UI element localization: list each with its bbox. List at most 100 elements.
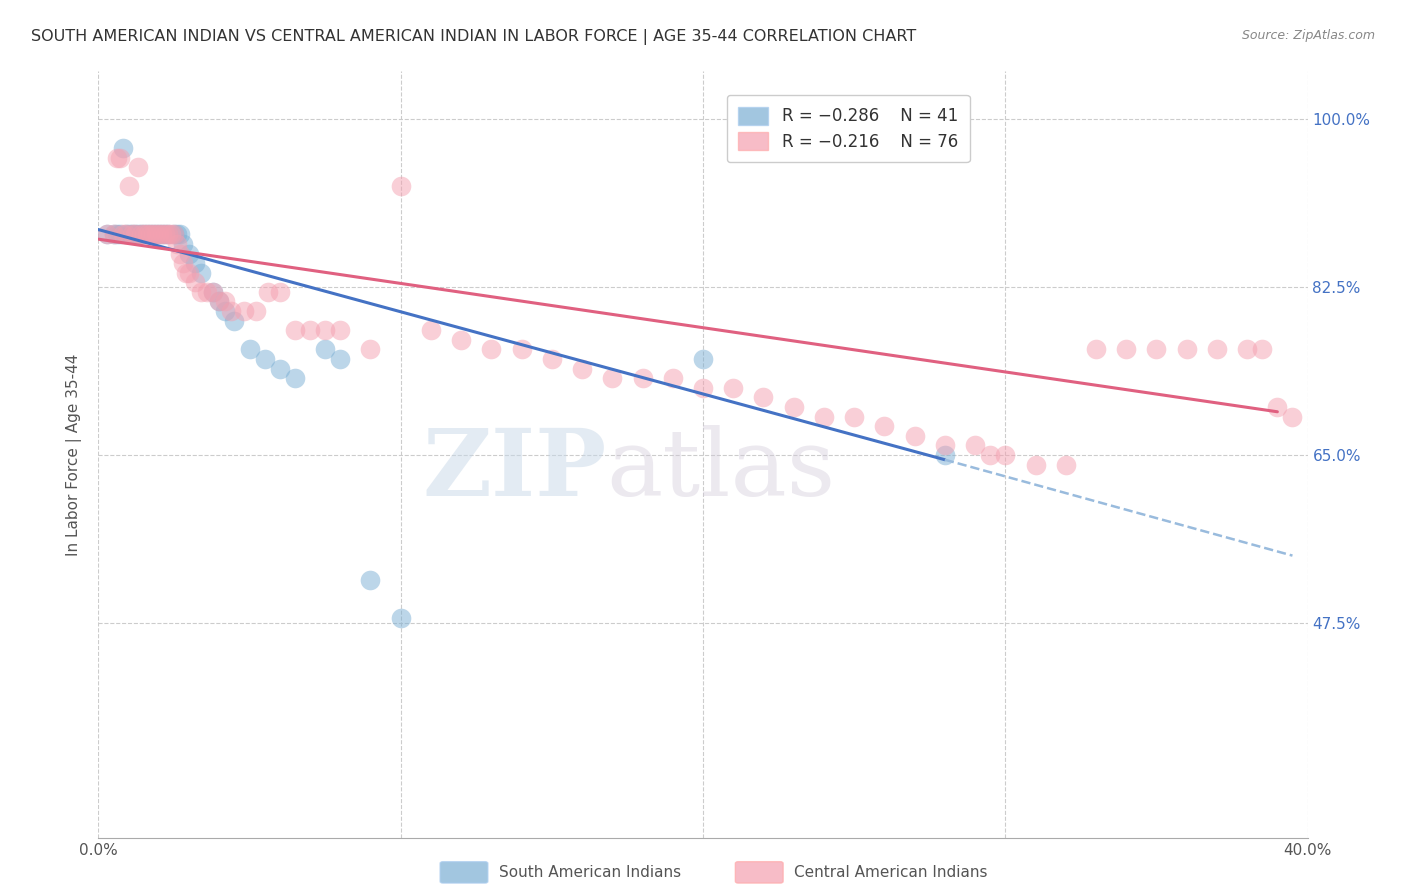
Point	[994, 448, 1017, 462]
Point	[124, 227, 146, 242]
Point	[160, 227, 183, 242]
Point	[723, 381, 745, 395]
Point	[284, 323, 307, 337]
Point	[389, 611, 412, 625]
Point	[934, 448, 956, 462]
Point	[108, 227, 131, 242]
Point	[214, 304, 236, 318]
Point	[1236, 343, 1258, 357]
Point	[1267, 400, 1289, 414]
Point	[172, 237, 194, 252]
Point	[269, 361, 291, 376]
Point	[142, 227, 165, 242]
Point	[103, 227, 125, 242]
Point	[145, 227, 167, 242]
Point	[314, 323, 336, 337]
Point	[692, 381, 714, 395]
Point	[179, 246, 201, 260]
Point	[163, 227, 186, 242]
Point	[269, 285, 291, 299]
Point	[202, 285, 225, 299]
Point	[314, 343, 336, 357]
Point	[571, 361, 593, 376]
Point	[481, 343, 503, 357]
Y-axis label: In Labor Force | Age 35-44: In Labor Force | Age 35-44	[66, 354, 83, 556]
Point	[208, 294, 231, 309]
Point	[256, 285, 278, 299]
Point	[214, 294, 236, 309]
Point	[127, 227, 149, 242]
Point	[132, 227, 155, 242]
Point	[96, 227, 118, 242]
Point	[602, 371, 624, 385]
Point	[389, 179, 412, 194]
Point	[1054, 458, 1077, 472]
Point	[1085, 343, 1108, 357]
Text: Central American Indians: Central American Indians	[794, 865, 988, 880]
Point	[1144, 343, 1167, 357]
Point	[631, 371, 654, 385]
Point	[245, 304, 267, 318]
Point	[873, 419, 896, 434]
Point	[253, 352, 276, 367]
Point	[1024, 458, 1046, 472]
Text: SOUTH AMERICAN INDIAN VS CENTRAL AMERICAN INDIAN IN LABOR FORCE | AGE 35-44 CORR: SOUTH AMERICAN INDIAN VS CENTRAL AMERICA…	[31, 29, 917, 45]
Point	[1281, 409, 1303, 424]
Point	[96, 227, 118, 242]
Point	[135, 227, 157, 242]
Point	[103, 227, 125, 242]
Text: Source: ZipAtlas.com: Source: ZipAtlas.com	[1241, 29, 1375, 42]
Point	[150, 227, 173, 242]
Point	[150, 227, 173, 242]
Point	[661, 371, 683, 385]
Point	[813, 409, 835, 424]
Point	[184, 256, 207, 270]
Point	[221, 304, 243, 318]
Text: ZIP: ZIP	[422, 425, 606, 516]
Point	[1175, 343, 1198, 357]
Point	[105, 151, 128, 165]
Point	[965, 438, 987, 452]
Point	[108, 151, 131, 165]
Point	[195, 285, 218, 299]
Point	[129, 227, 152, 242]
Point	[114, 227, 136, 242]
Point	[142, 227, 165, 242]
Point	[132, 227, 155, 242]
Point	[148, 227, 170, 242]
Point	[360, 573, 382, 587]
Point	[166, 237, 188, 252]
Point	[114, 227, 136, 242]
Point	[329, 352, 352, 367]
Point	[450, 333, 472, 347]
Point	[190, 285, 212, 299]
Point	[1206, 343, 1229, 357]
Text: atlas: atlas	[606, 425, 835, 516]
Point	[156, 227, 179, 242]
Point	[121, 227, 143, 242]
Legend: R = −0.286    N = 41, R = −0.216    N = 76: R = −0.286 N = 41, R = −0.216 N = 76	[727, 95, 970, 162]
Point	[153, 227, 176, 242]
Point	[299, 323, 322, 337]
Point	[540, 352, 562, 367]
Point	[360, 343, 382, 357]
Point	[111, 227, 134, 242]
Point	[163, 227, 186, 242]
Point	[111, 141, 134, 155]
Point	[239, 343, 262, 357]
Point	[105, 227, 128, 242]
Point	[174, 266, 197, 280]
Point	[172, 256, 194, 270]
Point	[118, 179, 141, 194]
Text: South American Indians: South American Indians	[499, 865, 682, 880]
Point	[1115, 343, 1137, 357]
Point	[179, 266, 201, 280]
Point	[752, 391, 775, 405]
Point	[169, 246, 191, 260]
Point	[979, 448, 1001, 462]
Point	[129, 227, 152, 242]
Point	[1251, 343, 1274, 357]
Point	[139, 227, 162, 242]
Point	[127, 161, 149, 175]
Point	[224, 313, 246, 327]
